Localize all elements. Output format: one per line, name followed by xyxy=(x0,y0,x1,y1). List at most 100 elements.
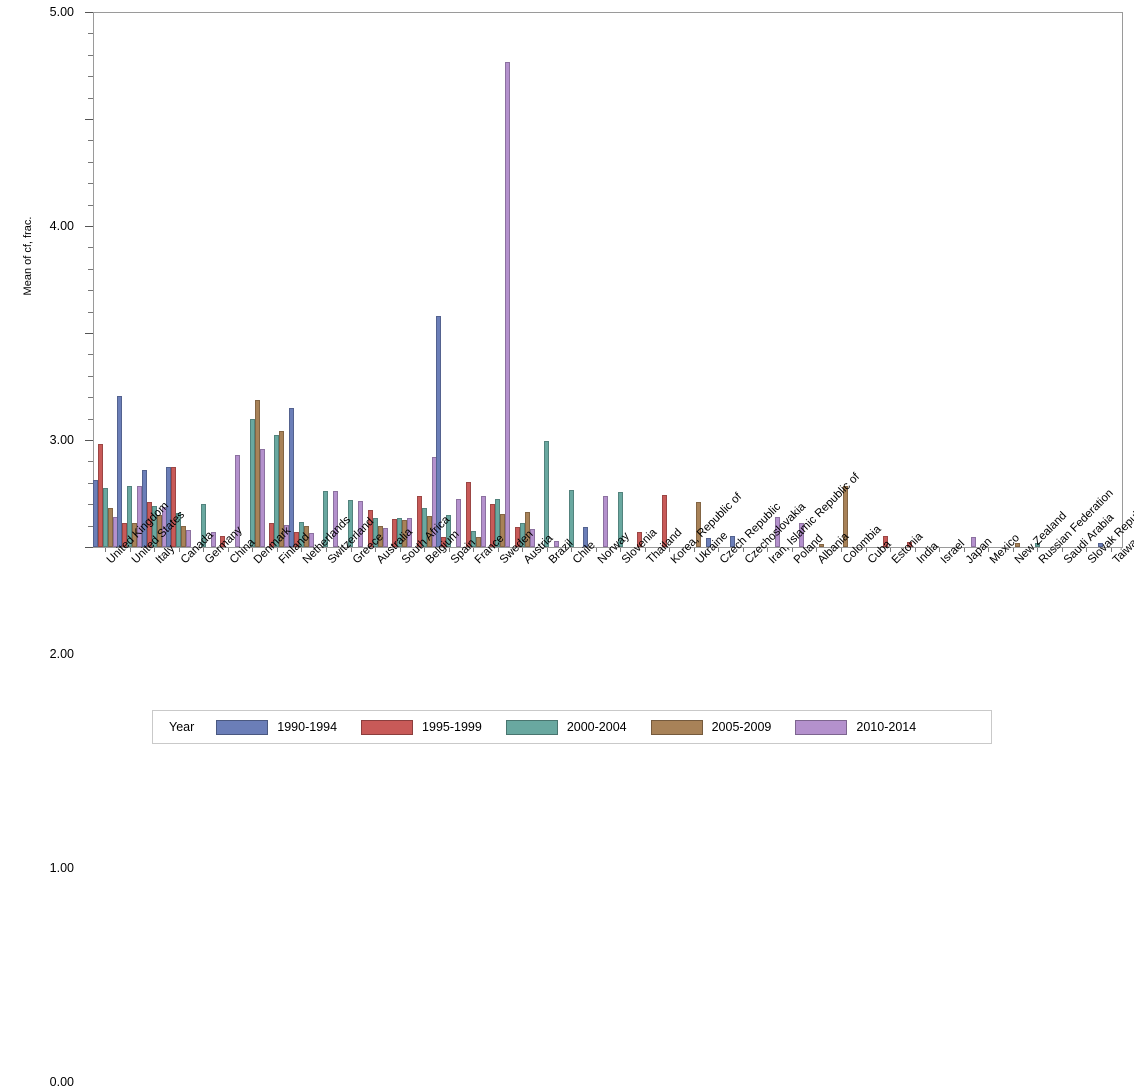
bar xyxy=(1034,542,1040,547)
plot-frame-right xyxy=(1122,12,1123,548)
legend-label: 2000-2004 xyxy=(566,720,627,734)
x-tick-label: Estonia xyxy=(889,530,926,567)
y-tick-minor xyxy=(88,161,93,163)
bar xyxy=(505,62,511,547)
bar xyxy=(372,518,378,547)
x-tick-mark xyxy=(326,548,327,552)
x-tick-mark xyxy=(547,548,548,552)
legend-title: Year xyxy=(169,720,195,734)
x-tick-label: France xyxy=(472,532,507,567)
bar xyxy=(269,523,275,547)
bar xyxy=(441,537,447,547)
bar xyxy=(637,532,643,547)
bar xyxy=(514,526,520,547)
bar xyxy=(112,517,118,547)
bar xyxy=(367,509,373,547)
legend-item[interactable]: 1990-1994 xyxy=(216,719,337,735)
bar xyxy=(882,536,888,547)
x-tick-label: Belgium xyxy=(424,528,462,566)
x-tick-mark xyxy=(351,548,352,552)
bar xyxy=(617,492,623,547)
legend-item[interactable]: 1995-1999 xyxy=(361,719,482,735)
x-tick-mark xyxy=(449,548,450,552)
legend-items: 1990-1994 1995-1999 2000-2004 2005-2009 2010… xyxy=(216,719,940,735)
chart-legend: Year 1990-1994 1995-1999 2000-2004 2005-200… xyxy=(152,710,992,744)
bar xyxy=(1098,542,1104,547)
bar xyxy=(166,466,172,547)
y-tick-minor xyxy=(88,461,93,463)
x-tick-label: Israel xyxy=(938,537,968,567)
x-tick-label: Korea, Republic of xyxy=(669,490,745,567)
bar xyxy=(151,506,157,547)
bar xyxy=(303,525,309,547)
x-tick-mark xyxy=(718,548,719,552)
x-tick-label: South Africa xyxy=(399,514,451,567)
legend-item[interactable]: 2005-2009 xyxy=(650,719,771,735)
x-tick-label: Cuba xyxy=(865,538,894,567)
bar xyxy=(249,418,255,547)
x-tick-label: Albania xyxy=(816,530,852,567)
bar xyxy=(333,491,339,547)
x-tick-label: India xyxy=(914,540,941,567)
legend-color-swatch xyxy=(795,719,848,735)
legend-color-swatch xyxy=(361,719,414,735)
y-tick-minor xyxy=(88,375,93,377)
bar xyxy=(730,536,736,547)
y-tick-mark: 4.00 xyxy=(50,119,93,232)
y-tick-label: 5.00 xyxy=(49,4,74,19)
x-tick-label: Finland xyxy=(276,531,312,567)
legend-color-swatch xyxy=(650,719,703,735)
x-tick-label: Poland xyxy=(791,532,826,567)
x-tick-mark xyxy=(694,548,695,552)
x-tick-mark xyxy=(203,548,204,552)
legend-color-swatch xyxy=(216,719,269,735)
bar xyxy=(568,490,574,547)
legend-color-swatch xyxy=(505,719,558,735)
x-tick-label: Japan xyxy=(963,535,994,567)
y-tick-minor xyxy=(88,290,93,292)
x-tick-label: Italy xyxy=(154,542,178,567)
bar xyxy=(279,431,285,547)
bar xyxy=(274,434,280,547)
bar xyxy=(818,543,824,547)
bar xyxy=(470,530,476,547)
x-tick-mark xyxy=(228,548,229,552)
bar xyxy=(431,457,437,547)
bar xyxy=(210,532,216,547)
y-axis-title: Mean of cf, frac. xyxy=(22,216,34,296)
bar xyxy=(446,514,452,547)
y-tick-minor xyxy=(88,482,93,484)
bar xyxy=(500,513,506,547)
bar xyxy=(1015,542,1021,547)
x-tick-mark xyxy=(375,548,376,552)
y-tick-mark: 0.00 xyxy=(50,547,93,1088)
x-tick-mark xyxy=(105,548,106,552)
bar xyxy=(288,407,294,547)
x-tick-mark xyxy=(1037,548,1038,552)
x-tick-mark xyxy=(424,548,425,552)
x-tick-mark xyxy=(1086,548,1087,552)
y-tick-label: 0.00 xyxy=(49,1074,74,1089)
x-tick-mark xyxy=(1062,548,1063,552)
legend-item[interactable]: 2000-2004 xyxy=(505,719,627,735)
chart-canvas: Mean of cf, frac. 0.00 1.00 2.00 3.00 4.00 5.… xyxy=(22,4,1134,1088)
y-tick-minor xyxy=(88,504,93,506)
bar xyxy=(524,511,530,547)
legend-label: 1995-1999 xyxy=(422,720,482,734)
bar xyxy=(137,486,143,547)
x-tick-mark xyxy=(154,548,155,552)
bar xyxy=(176,512,182,547)
plot-frame-top xyxy=(93,12,1123,13)
bar xyxy=(397,518,403,547)
y-tick-minor xyxy=(88,97,93,99)
x-tick-label: Australia xyxy=(375,526,415,566)
bar xyxy=(544,441,550,547)
y-tick-label: 4.00 xyxy=(49,218,74,233)
x-tick-label: Germany xyxy=(203,524,245,566)
bar xyxy=(377,525,383,547)
bar xyxy=(436,315,442,547)
legend-item[interactable]: 2010-2014 xyxy=(795,719,916,735)
y-tick-minor xyxy=(88,54,93,56)
bar xyxy=(117,396,123,547)
y-tick-minor xyxy=(88,33,93,35)
